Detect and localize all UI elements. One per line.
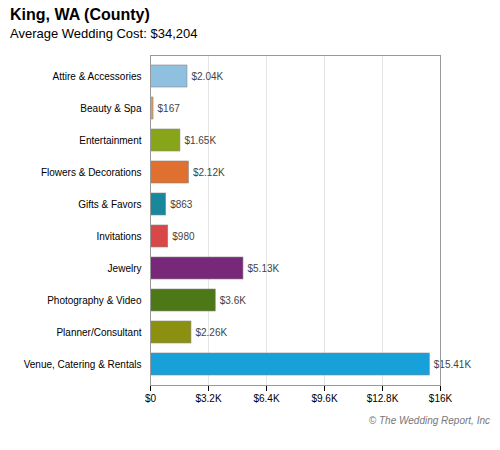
svg-text:Flowers & Decorations: Flowers & Decorations xyxy=(41,167,142,178)
svg-text:$2.26K: $2.26K xyxy=(195,327,227,338)
svg-text:Jewelry: Jewelry xyxy=(108,263,142,274)
svg-text:Venue, Catering & Rentals: Venue, Catering & Rentals xyxy=(24,359,142,370)
svg-text:$9.6K: $9.6K xyxy=(311,393,337,404)
svg-text:$6.4K: $6.4K xyxy=(253,393,279,404)
svg-text:$0: $0 xyxy=(145,393,157,404)
svg-text:$16K: $16K xyxy=(429,393,453,404)
svg-text:Entertainment: Entertainment xyxy=(79,135,141,146)
svg-text:$167: $167 xyxy=(158,103,181,114)
svg-text:$980: $980 xyxy=(172,231,195,242)
svg-text:$12.8K: $12.8K xyxy=(367,393,399,404)
svg-text:$863: $863 xyxy=(170,199,193,210)
svg-text:Gifts & Favors: Gifts & Favors xyxy=(78,199,141,210)
svg-text:$2.04K: $2.04K xyxy=(191,71,223,82)
svg-text:$15.41K: $15.41K xyxy=(434,359,472,370)
html-text:King, WA (County): King, WA (County) xyxy=(10,6,150,23)
svg-text:Beauty & Spa: Beauty & Spa xyxy=(80,103,142,114)
svg-text:$1.65K: $1.65K xyxy=(184,135,216,146)
html-text:Average Wedding Cost: $34,204: Average Wedding Cost: $34,204 xyxy=(10,26,198,41)
svg-text:$5.13K: $5.13K xyxy=(247,263,279,274)
svg-text:$2.12K: $2.12K xyxy=(193,167,225,178)
svg-text:$3.2K: $3.2K xyxy=(195,393,221,404)
svg-text:Planner/Consultant: Planner/Consultant xyxy=(56,327,141,338)
svg-text:$3.6K: $3.6K xyxy=(220,295,246,306)
html-text:© The Wedding Report, Inc: © The Wedding Report, Inc xyxy=(368,415,490,426)
svg-text:Attire & Accessories: Attire & Accessories xyxy=(53,71,142,82)
svg-text:Invitations: Invitations xyxy=(96,231,141,242)
svg-text:Photography & Video: Photography & Video xyxy=(47,295,142,306)
